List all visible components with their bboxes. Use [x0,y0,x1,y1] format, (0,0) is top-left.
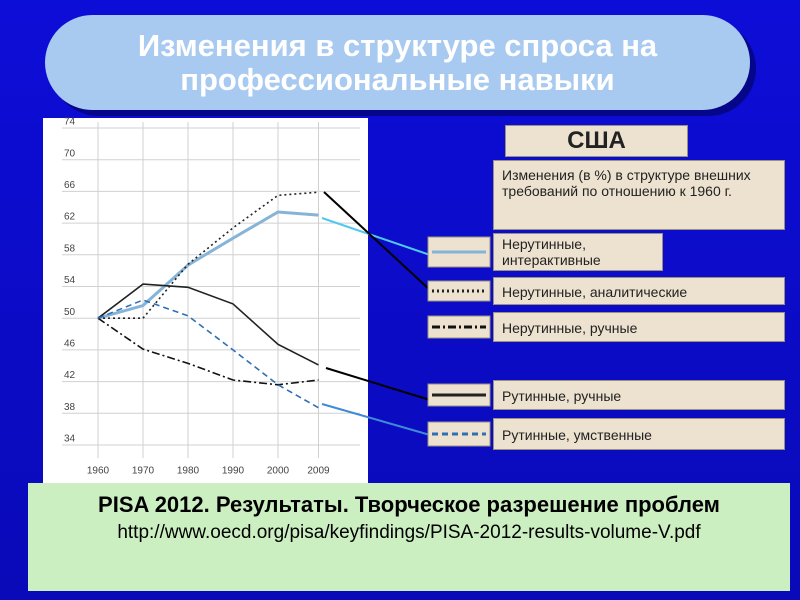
arrows [321,191,431,436]
x-tick-label: 2000 [267,466,290,477]
legend-entry: Нерутинные, интерактивные [493,233,663,271]
arrow [323,191,431,291]
legend-subtitle: Изменения (в %) в структуре внешних треб… [493,160,785,230]
y-tick-label: 42 [64,370,76,381]
series-line [98,191,319,319]
x-tick-label: 1990 [222,466,245,477]
legend-entry: Рутинные, умственные [493,418,785,450]
y-tick-label: 50 [64,307,76,318]
legend-title: США [505,125,688,157]
title-pill: Изменения в структуре спроса на професси… [45,15,750,110]
y-tick-label: 58 [64,243,76,254]
footer-url: http://www.oecd.org/pisa/keyfindings/PIS… [117,522,701,543]
series-line [97,210,319,320]
x-tick-label: 2009 [307,466,330,477]
plot-background [43,118,368,485]
y-tick-label: 70 [64,148,76,159]
x-tick-label: 1960 [87,466,110,477]
y-tick-label: 34 [64,434,76,445]
x-tick-label: 1980 [177,466,200,477]
legend-entry: Нерутинные, ручные [493,312,785,342]
series-line [97,299,319,409]
y-tick-label: 66 [64,180,76,191]
title: Изменения в структуре спроса на професси… [137,27,658,97]
footer: PISA 2012. Результаты. Творческое разреш… [28,483,790,591]
y-tick-label: 38 [64,402,76,413]
arrow [321,403,431,436]
y-tick-label: 54 [64,275,76,286]
y-tick-label: 74 [64,117,76,128]
arrow [325,367,431,401]
legend-swatch-box [427,421,491,447]
y-tick-label: 46 [64,339,76,350]
footer-title: PISA 2012. Результаты. Творческое разреш… [98,492,720,517]
legend-entry: Рутинные, ручные [493,380,785,410]
legend-entry: Нерутинные, аналитические [493,277,785,305]
x-tick-label: 1970 [132,466,155,477]
arrow [321,217,431,256]
series-line [97,283,319,366]
y-tick-label: 62 [64,212,76,223]
